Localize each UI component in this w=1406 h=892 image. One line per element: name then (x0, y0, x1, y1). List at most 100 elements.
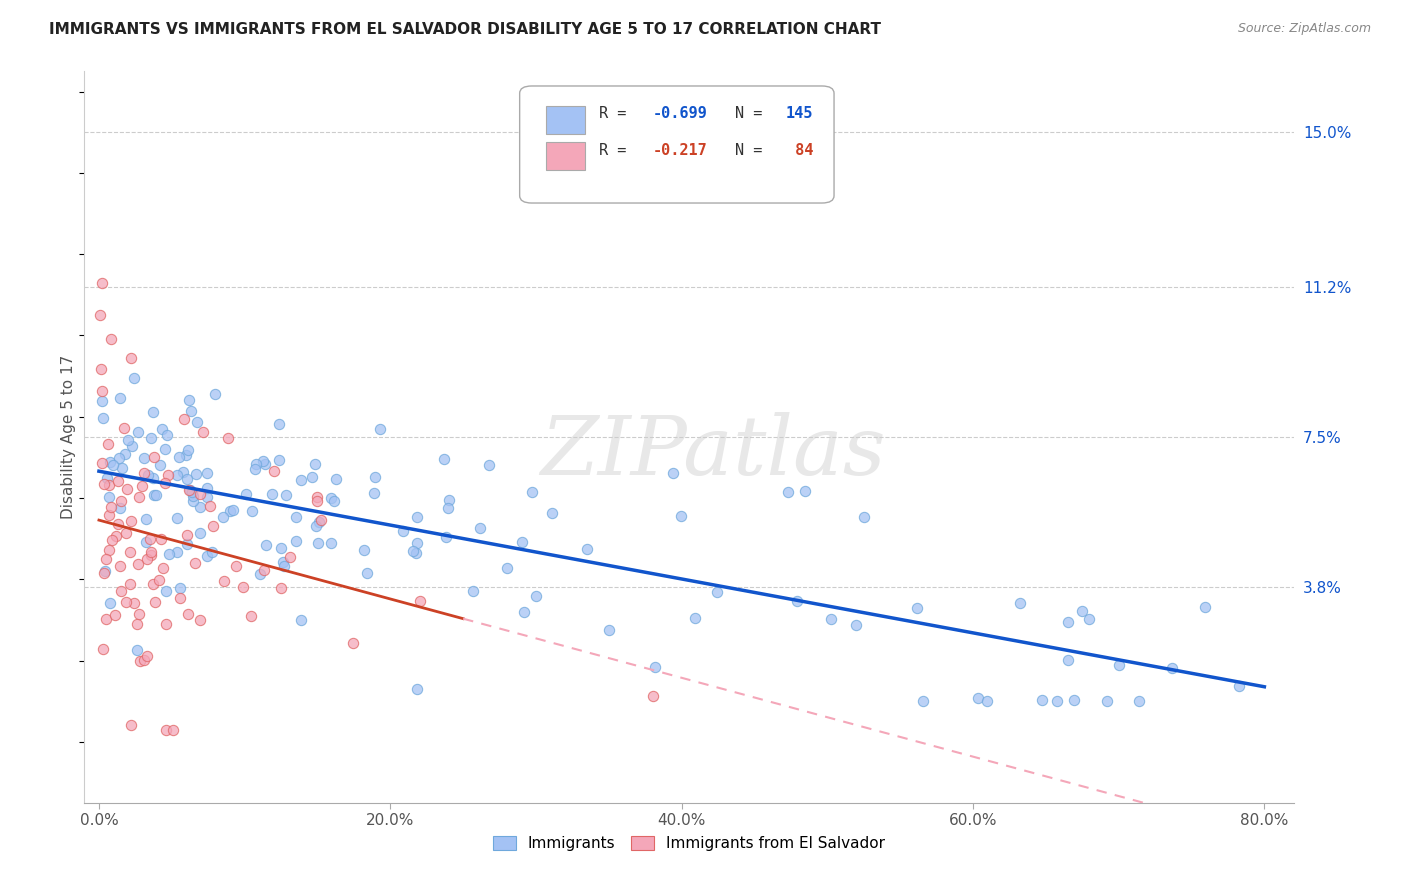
Text: ZIPatlas: ZIPatlas (540, 412, 886, 491)
Point (132, 466, 155, 480)
Point (183, 557, 205, 571)
Point (1057, 652, 1080, 666)
Point (96, 470, 118, 484)
Point (217, 431, 239, 445)
Point (405, 546, 427, 560)
Point (278, 550, 301, 565)
Point (188, 487, 211, 501)
Point (683, 611, 706, 625)
Point (304, 457, 326, 471)
Point (188, 613, 211, 627)
Point (98, 508, 121, 523)
Point (139, 545, 162, 559)
Point (89, 308, 111, 322)
Point (152, 560, 174, 574)
Point (180, 404, 202, 418)
Point (198, 499, 221, 513)
FancyBboxPatch shape (547, 106, 585, 134)
Point (1078, 612, 1101, 626)
Point (495, 560, 517, 574)
Point (263, 464, 285, 478)
Point (177, 393, 200, 408)
Point (1046, 694, 1069, 708)
Point (1095, 694, 1118, 708)
Point (253, 563, 276, 577)
Point (176, 472, 198, 486)
Point (195, 490, 218, 504)
Point (177, 483, 200, 498)
Point (1057, 615, 1080, 630)
Point (271, 555, 294, 569)
Point (118, 545, 141, 559)
Point (104, 608, 127, 623)
Point (125, 617, 148, 632)
Point (468, 521, 491, 535)
FancyBboxPatch shape (520, 86, 834, 203)
Point (1160, 661, 1182, 675)
Point (183, 493, 205, 508)
Point (91, 410, 114, 425)
Point (307, 493, 329, 508)
Point (437, 492, 460, 507)
Point (91, 642, 114, 657)
Point (157, 468, 180, 483)
Point (301, 469, 323, 483)
Point (128, 607, 150, 622)
Point (100, 332, 122, 346)
Point (267, 417, 290, 431)
Text: N =: N = (735, 106, 772, 121)
Point (598, 623, 620, 637)
Point (96, 612, 118, 626)
Point (135, 535, 157, 549)
Point (142, 576, 165, 591)
Point (201, 519, 224, 533)
Point (406, 536, 429, 550)
Point (820, 612, 842, 626)
Point (176, 537, 198, 551)
Point (135, 551, 157, 566)
Point (149, 458, 172, 472)
Point (177, 443, 200, 458)
Point (139, 532, 162, 546)
Point (186, 415, 208, 429)
Point (195, 549, 218, 563)
Point (188, 525, 211, 540)
Point (262, 487, 284, 501)
Point (112, 421, 135, 435)
Point (114, 595, 136, 609)
Point (166, 545, 188, 559)
Point (141, 548, 163, 562)
Point (308, 515, 330, 529)
Point (90, 276, 112, 290)
Point (167, 450, 190, 464)
Point (91, 456, 114, 470)
Point (174, 448, 197, 462)
Text: -0.217: -0.217 (652, 143, 707, 158)
Point (285, 510, 308, 524)
Point (90, 384, 112, 398)
Point (131, 479, 153, 493)
Point (1063, 693, 1085, 707)
Point (513, 605, 536, 619)
Point (127, 558, 149, 572)
Point (342, 635, 364, 649)
Point (108, 451, 131, 466)
Point (243, 462, 266, 476)
Point (145, 488, 167, 502)
Point (325, 472, 347, 486)
Point (195, 467, 218, 481)
Point (139, 431, 162, 445)
Point (173, 412, 195, 426)
Point (188, 500, 211, 514)
Point (105, 528, 128, 542)
Point (108, 558, 131, 573)
Point (254, 539, 277, 553)
Point (94, 552, 117, 566)
Point (107, 516, 129, 531)
Point (143, 595, 166, 609)
Point (93, 476, 115, 491)
Point (1227, 679, 1250, 693)
Point (786, 594, 808, 608)
Point (90, 394, 112, 409)
Text: IMMIGRANTS VS IMMIGRANTS FROM EL SALVADOR DISABILITY AGE 5 TO 17 CORRELATION CHA: IMMIGRANTS VS IMMIGRANTS FROM EL SALVADO… (49, 22, 882, 37)
